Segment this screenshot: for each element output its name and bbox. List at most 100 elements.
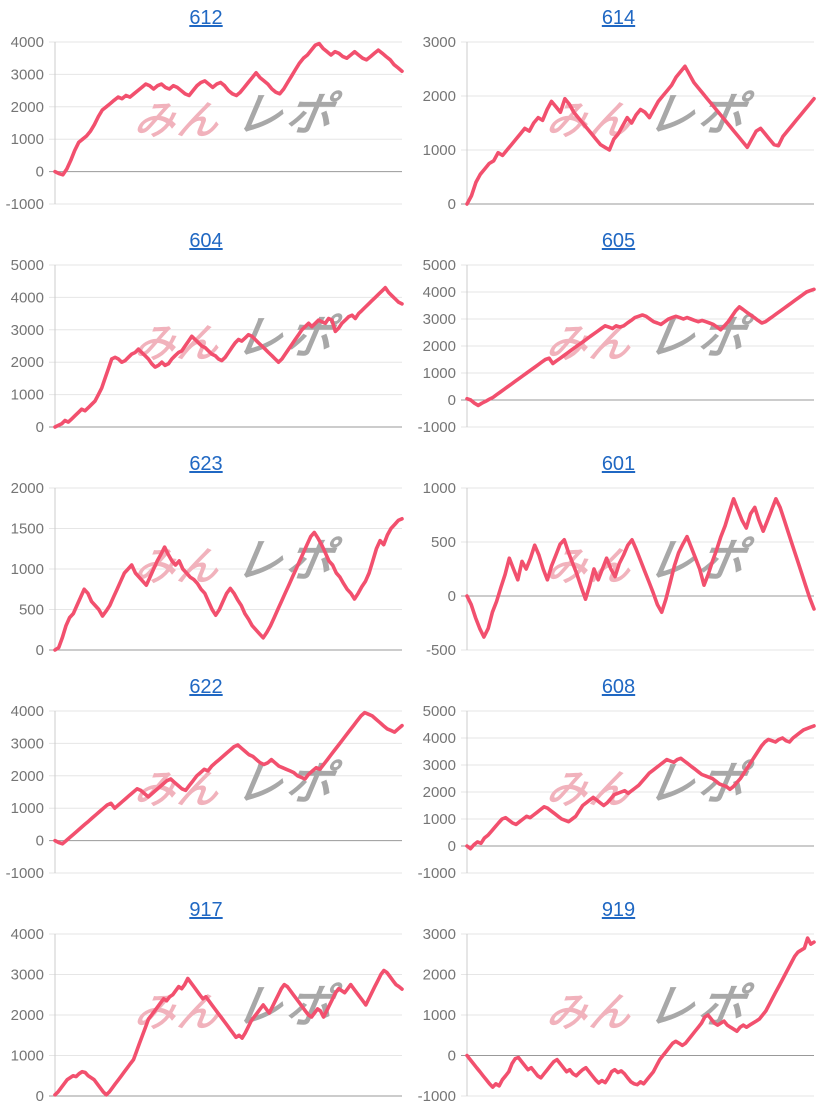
machine-number-link[interactable]: 605 xyxy=(601,230,636,252)
y-tick-label: 0 xyxy=(448,838,456,855)
y-tick-label: 2000 xyxy=(423,88,456,105)
y-tick-label: 3000 xyxy=(423,928,456,943)
y-tick-label: 4000 xyxy=(423,730,456,747)
chart-cell-1: 612 4000 3000 2000 1000 0 -1000 みん レポ xyxy=(0,0,412,223)
line-chart: 4000 3000 2000 1000 0 みん レポ xyxy=(0,926,412,1115)
y-tick-label: 3000 xyxy=(11,322,44,339)
watermark-pink-text: みん xyxy=(543,98,637,143)
series-line xyxy=(465,496,816,639)
y-tick-label: 5000 xyxy=(423,259,456,274)
y-tick-label: 3000 xyxy=(423,36,456,51)
y-tick-label: 0 xyxy=(448,196,456,213)
line-chart: 3000 2000 1000 0 -1000 みん レポ xyxy=(412,926,824,1115)
series-line xyxy=(53,285,404,429)
line-chart: 1000 500 0 -500 みん レポ xyxy=(412,480,824,669)
machine-number-link[interactable]: 601 xyxy=(601,453,636,475)
y-tick-label: 2000 xyxy=(423,338,456,355)
chart-title: 919 xyxy=(412,892,825,928)
line-chart: 4000 3000 2000 1000 0 -1000 みん レポ xyxy=(0,34,412,223)
chart-title: 614 xyxy=(412,0,825,36)
chart-title: 623 xyxy=(0,446,412,482)
y-tick-label: 1000 xyxy=(11,387,44,404)
y-tick-label: 3000 xyxy=(423,757,456,774)
y-tick-label: 4000 xyxy=(11,289,44,306)
chart-cell-6: 601 1000 500 0 -500 みん レポ xyxy=(412,446,825,669)
y-tick-label: 1000 xyxy=(423,482,456,497)
line-chart: 4000 3000 2000 1000 0 -1000 みん レポ xyxy=(0,703,412,892)
watermark-gray-text: レポ xyxy=(644,534,756,586)
watermark-pink-text: みん xyxy=(543,990,637,1035)
y-tick-label: 4000 xyxy=(423,284,456,301)
chart-cell-10: 919 3000 2000 1000 0 -1000 みん レポ xyxy=(412,892,825,1115)
y-tick-label: 2000 xyxy=(11,482,44,497)
watermark-pink-text: みん xyxy=(131,767,225,812)
machine-number-link[interactable]: 614 xyxy=(601,7,636,29)
y-tick-label: 1000 xyxy=(11,800,44,817)
chart-cell-4: 605 5000 4000 3000 2000 1000 0 -1000 みん レポ xyxy=(412,223,825,446)
y-tick-label: 4000 xyxy=(11,705,44,720)
y-tick-label: -1000 xyxy=(418,1088,456,1105)
chart-title: 612 xyxy=(0,0,412,36)
series-line xyxy=(465,936,816,1089)
watermark-gray-text: レポ xyxy=(232,534,344,586)
y-tick-label: -1000 xyxy=(6,196,44,213)
y-tick-label: 1500 xyxy=(11,521,44,538)
machine-number-link[interactable]: 623 xyxy=(189,453,223,475)
chart-title: 601 xyxy=(412,446,825,482)
machine-number-link[interactable]: 917 xyxy=(189,899,223,921)
chart-cell-2: 614 3000 2000 1000 0 みん レポ xyxy=(412,0,825,223)
y-tick-label: 2000 xyxy=(11,768,44,785)
y-tick-label: 0 xyxy=(36,419,44,436)
watermark-pink-text: みん xyxy=(543,767,637,812)
y-tick-label: 1000 xyxy=(423,1007,456,1024)
machine-number-link[interactable]: 608 xyxy=(601,676,636,698)
y-tick-label: 1000 xyxy=(11,131,44,148)
y-tick-label: 500 xyxy=(19,602,44,619)
chart-title: 608 xyxy=(412,669,825,705)
y-tick-label: 1000 xyxy=(11,1048,44,1065)
y-tick-label: 0 xyxy=(448,588,456,605)
watermark-pink-text: みん xyxy=(131,98,225,143)
machine-number-link[interactable]: 919 xyxy=(601,899,636,921)
y-tick-label: 3000 xyxy=(11,735,44,752)
y-tick-label: 500 xyxy=(431,534,456,551)
y-tick-label: 0 xyxy=(448,392,456,409)
y-tick-label: 5000 xyxy=(11,259,44,274)
series-line xyxy=(53,968,404,1097)
y-tick-label: 1000 xyxy=(423,142,456,159)
y-tick-label: 0 xyxy=(36,164,44,181)
chart-cell-3: 604 5000 4000 3000 2000 1000 0 みん レポ xyxy=(0,223,412,446)
chart-cell-5: 623 2000 1500 1000 500 0 みん レポ xyxy=(0,446,412,669)
y-tick-label: 0 xyxy=(36,833,44,850)
chart-title: 605 xyxy=(412,223,825,259)
series-line xyxy=(465,724,816,851)
y-tick-label: 1000 xyxy=(11,561,44,578)
chart-title: 604 xyxy=(0,223,412,259)
y-tick-label: 4000 xyxy=(11,36,44,51)
y-tick-label: 0 xyxy=(36,1088,44,1105)
chart-svg: 4000 3000 2000 1000 0 -1000 みん レポ xyxy=(6,34,404,213)
watermark-pink-text: みん xyxy=(131,321,225,366)
y-tick-label: 2000 xyxy=(11,1007,44,1024)
chart-cell-9: 917 4000 3000 2000 1000 0 みん レポ xyxy=(0,892,412,1115)
watermark-gray-text: レポ xyxy=(644,311,756,363)
machine-number-link[interactable]: 604 xyxy=(189,230,223,252)
y-tick-label: 5000 xyxy=(423,705,456,720)
y-tick-label: -1000 xyxy=(418,419,456,436)
watermark-gray-text: レポ xyxy=(232,88,344,140)
y-tick-label: 3000 xyxy=(11,967,44,984)
y-tick-label: 1000 xyxy=(423,811,456,828)
series-line xyxy=(53,41,404,177)
chart-title: 917 xyxy=(0,892,412,928)
machine-number-link[interactable]: 612 xyxy=(189,7,223,29)
machine-number-link[interactable]: 622 xyxy=(189,676,223,698)
series-line xyxy=(465,287,816,408)
y-tick-label: -500 xyxy=(426,642,456,659)
